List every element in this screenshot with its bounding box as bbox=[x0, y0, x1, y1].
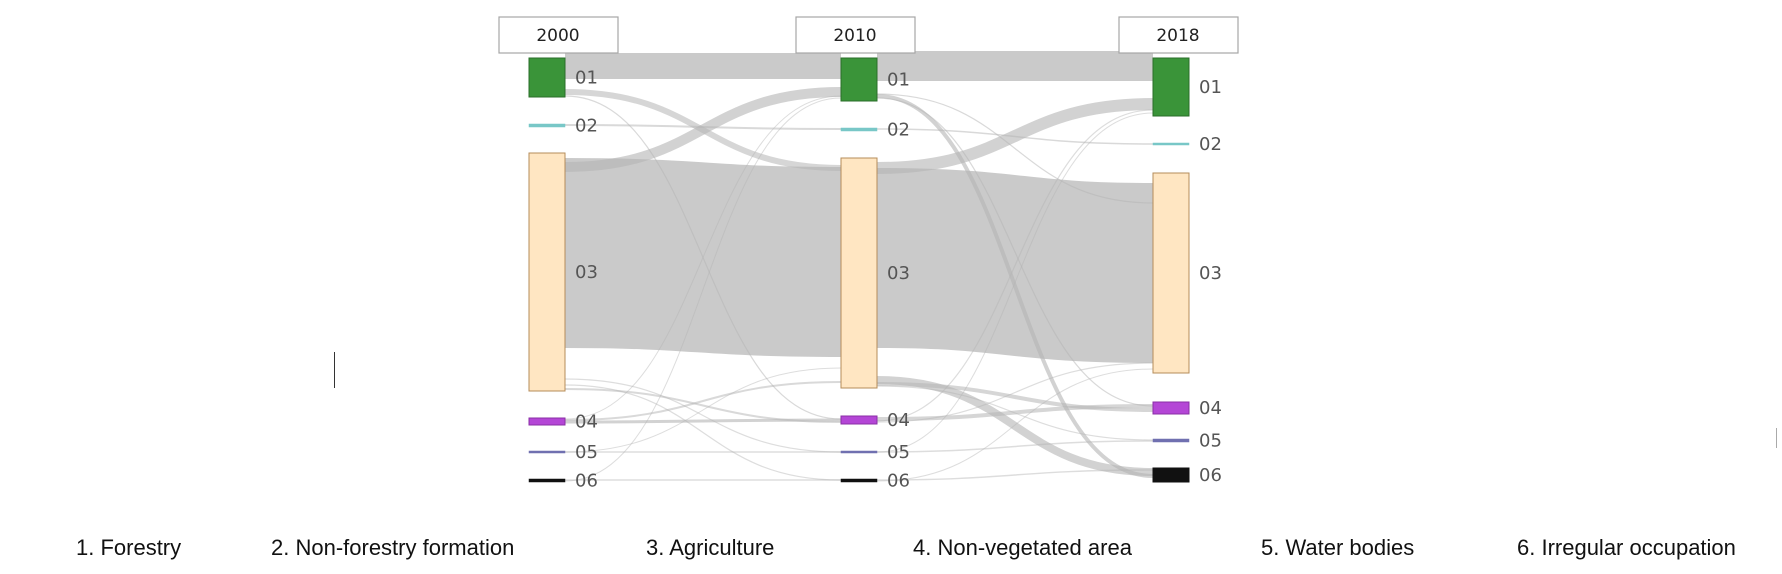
flow-2000-to-2010-03-03 bbox=[564, 158, 842, 357]
node-label-2010-06: 06 bbox=[887, 471, 910, 492]
node-label-2010-05: 05 bbox=[887, 442, 910, 463]
node-2018-04 bbox=[1152, 401, 1190, 415]
node-2018-02 bbox=[1152, 142, 1190, 146]
text-cursor bbox=[334, 352, 335, 388]
node-2010-01 bbox=[840, 57, 878, 102]
node-label-2010-02: 02 bbox=[887, 120, 910, 141]
node-2010-03 bbox=[840, 157, 878, 389]
node-label-2000-04: 04 bbox=[575, 412, 598, 433]
node-2010-04 bbox=[840, 415, 878, 425]
flow-2010-to-2018-05-01 bbox=[876, 112, 1154, 453]
flow-2010-to-2018-04-01 bbox=[876, 109, 1154, 422]
node-label-2018-03: 03 bbox=[1199, 263, 1222, 284]
flow-2010-to-2018-06-06 bbox=[876, 469, 1154, 481]
legend-item-irregular-occupation: 6. Irregular occupation bbox=[1517, 535, 1736, 560]
node-label-2000-02: 02 bbox=[575, 116, 598, 137]
node-2018-03 bbox=[1152, 172, 1190, 374]
node-2000-06 bbox=[528, 478, 566, 483]
flow-2010-to-2018-03-03 bbox=[876, 168, 1154, 363]
flow-2000-to-2010-03-04 bbox=[564, 388, 842, 423]
node-label-2000-05: 05 bbox=[575, 442, 598, 463]
node-layer: 01 02 03 04 05 06 01 02 03 04 05 06 01 02 03 04 05 06 bbox=[528, 57, 1222, 492]
node-2000-04 bbox=[528, 417, 566, 426]
year-label: 2010 bbox=[833, 26, 876, 46]
flow-2000-to-2010-03-05 bbox=[564, 378, 842, 453]
node-2000-03 bbox=[528, 152, 566, 392]
node-2000-01 bbox=[528, 57, 566, 98]
node-2018-05 bbox=[1152, 438, 1190, 443]
flow-2000-to-2010-03-06 bbox=[564, 384, 842, 481]
year-box bbox=[498, 16, 619, 54]
flow-2010-to-2018-03-01 bbox=[876, 98, 1154, 174]
node-label-2000-01: 01 bbox=[575, 68, 598, 89]
flow-2000-to-2010-04-01 bbox=[564, 95, 842, 420]
flow-2010-to-2018-06-03 bbox=[876, 368, 1154, 482]
year-header-2000: 2000 bbox=[498, 16, 619, 54]
flow-2000-to-2010-06-01 bbox=[564, 97, 842, 482]
node-label-2018-06: 06 bbox=[1199, 465, 1222, 486]
flow-2010-to-2018-03-06 bbox=[876, 376, 1154, 476]
node-label-2018-05: 05 bbox=[1199, 431, 1222, 452]
year-header-2018: 2018 bbox=[1118, 16, 1239, 54]
flow-2010-to-2018-04-03 bbox=[876, 362, 1154, 423]
node-2000-02 bbox=[528, 123, 566, 128]
year-box bbox=[1118, 16, 1239, 54]
flow-layer bbox=[564, 50, 1154, 482]
node-label-2000-06: 06 bbox=[575, 471, 598, 492]
node-label-2018-04: 04 bbox=[1199, 398, 1222, 419]
flow-2010-to-2018-03-04 bbox=[876, 382, 1154, 412]
flow-2000-to-2010-04-03 bbox=[564, 381, 842, 421]
node-label-2010-04: 04 bbox=[887, 410, 910, 431]
legend-item-non-forestry-formation: 2. Non-forestry formation bbox=[271, 535, 515, 560]
year-label: 2000 bbox=[536, 26, 579, 46]
legend-item-forestry: 1. Forestry bbox=[76, 535, 182, 560]
year-box bbox=[795, 16, 916, 54]
sankey-diagram: 01 02 03 04 05 06 01 02 03 04 05 06 01 02 03 04 05 06 200… bbox=[498, 16, 1239, 492]
flow-2010-to-2018-04-04 bbox=[876, 404, 1154, 421]
node-label-2018-01: 01 bbox=[1199, 77, 1222, 98]
legend-item-non-vegetated-area: 4. Non-vegetated area bbox=[913, 535, 1132, 560]
node-2010-02 bbox=[840, 127, 878, 132]
node-label-2010-01: 01 bbox=[887, 70, 910, 91]
node-2018-01 bbox=[1152, 57, 1190, 117]
node-label-2010-03: 03 bbox=[887, 263, 910, 284]
edge-marker bbox=[1776, 428, 1777, 448]
flow-2000-to-2010-05-03 bbox=[564, 367, 842, 453]
legend-item-water-bodies: 5. Water bodies bbox=[1261, 535, 1415, 560]
node-2018-06 bbox=[1152, 467, 1190, 483]
flow-2000-to-2010-04-04 bbox=[564, 418, 842, 424]
node-2010-05 bbox=[840, 450, 878, 454]
node-label-2018-02: 02 bbox=[1199, 134, 1222, 155]
legend-item-agriculture: 3. Agriculture bbox=[646, 535, 775, 560]
flow-2010-to-2018-05-05 bbox=[876, 440, 1154, 453]
year-header-2010: 2010 bbox=[795, 16, 916, 54]
year-label: 2018 bbox=[1156, 26, 1199, 46]
node-label-2000-03: 03 bbox=[575, 262, 598, 283]
node-2000-05 bbox=[528, 450, 566, 454]
node-2010-06 bbox=[840, 478, 878, 483]
